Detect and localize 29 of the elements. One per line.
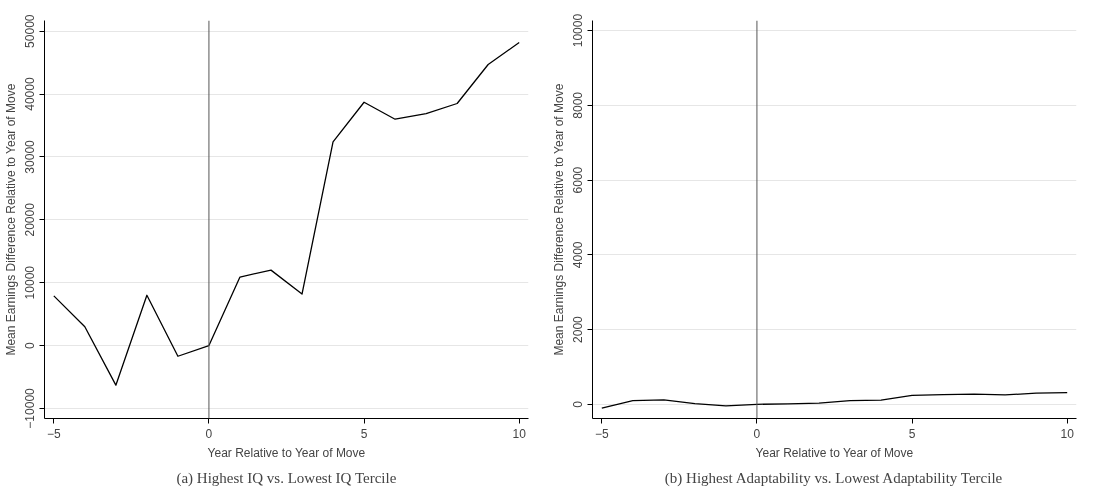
- x-tick-label: 10: [512, 426, 527, 441]
- y-tick-label: 40000: [23, 77, 38, 111]
- y-tick-label: 6000: [571, 166, 586, 194]
- y-tick-label: 10000: [23, 265, 38, 300]
- y-tick-label: 50000: [23, 14, 38, 48]
- line-series: [53, 41, 520, 386]
- y-axis-title: Mean Earnings Difference Relative to Year of Move: [551, 83, 566, 356]
- x-axis-title: Year Relative to Year of Move: [207, 445, 366, 460]
- y-tick-label: 30000: [23, 139, 38, 174]
- y-tick-label: 0: [23, 341, 38, 349]
- text: (a) Highest IQ vs. Lowest IQ Tercile: [176, 469, 397, 487]
- x-tick-label: 5: [908, 426, 916, 441]
- x-tick-label: 10: [1060, 426, 1075, 441]
- line-series: [601, 392, 1068, 409]
- y-tick-label: 8000: [571, 91, 586, 119]
- x-tick-label: 0: [205, 426, 213, 441]
- x-tick-label: 5: [360, 426, 368, 441]
- y-tick-label: 4000: [571, 241, 586, 269]
- y-tick-label: 10000: [571, 13, 586, 48]
- y-tick-label: 0: [571, 400, 586, 408]
- x-axis-title: Year Relative to Year of Move: [755, 445, 914, 460]
- text: (b) Highest Adaptability vs. Lowest Adaptability Tercile: [664, 469, 1003, 487]
- y-tick-label: 20000: [23, 202, 38, 237]
- y-tick-label: 2000: [571, 315, 586, 343]
- x-tick-label: 0: [753, 426, 761, 441]
- x-tick-label: −5: [594, 426, 609, 441]
- x-tick-label: −5: [46, 426, 61, 441]
- y-axis-title: Mean Earnings Difference Relative to Year of Move: [3, 83, 18, 356]
- y-tick-label: −10000: [23, 387, 38, 429]
